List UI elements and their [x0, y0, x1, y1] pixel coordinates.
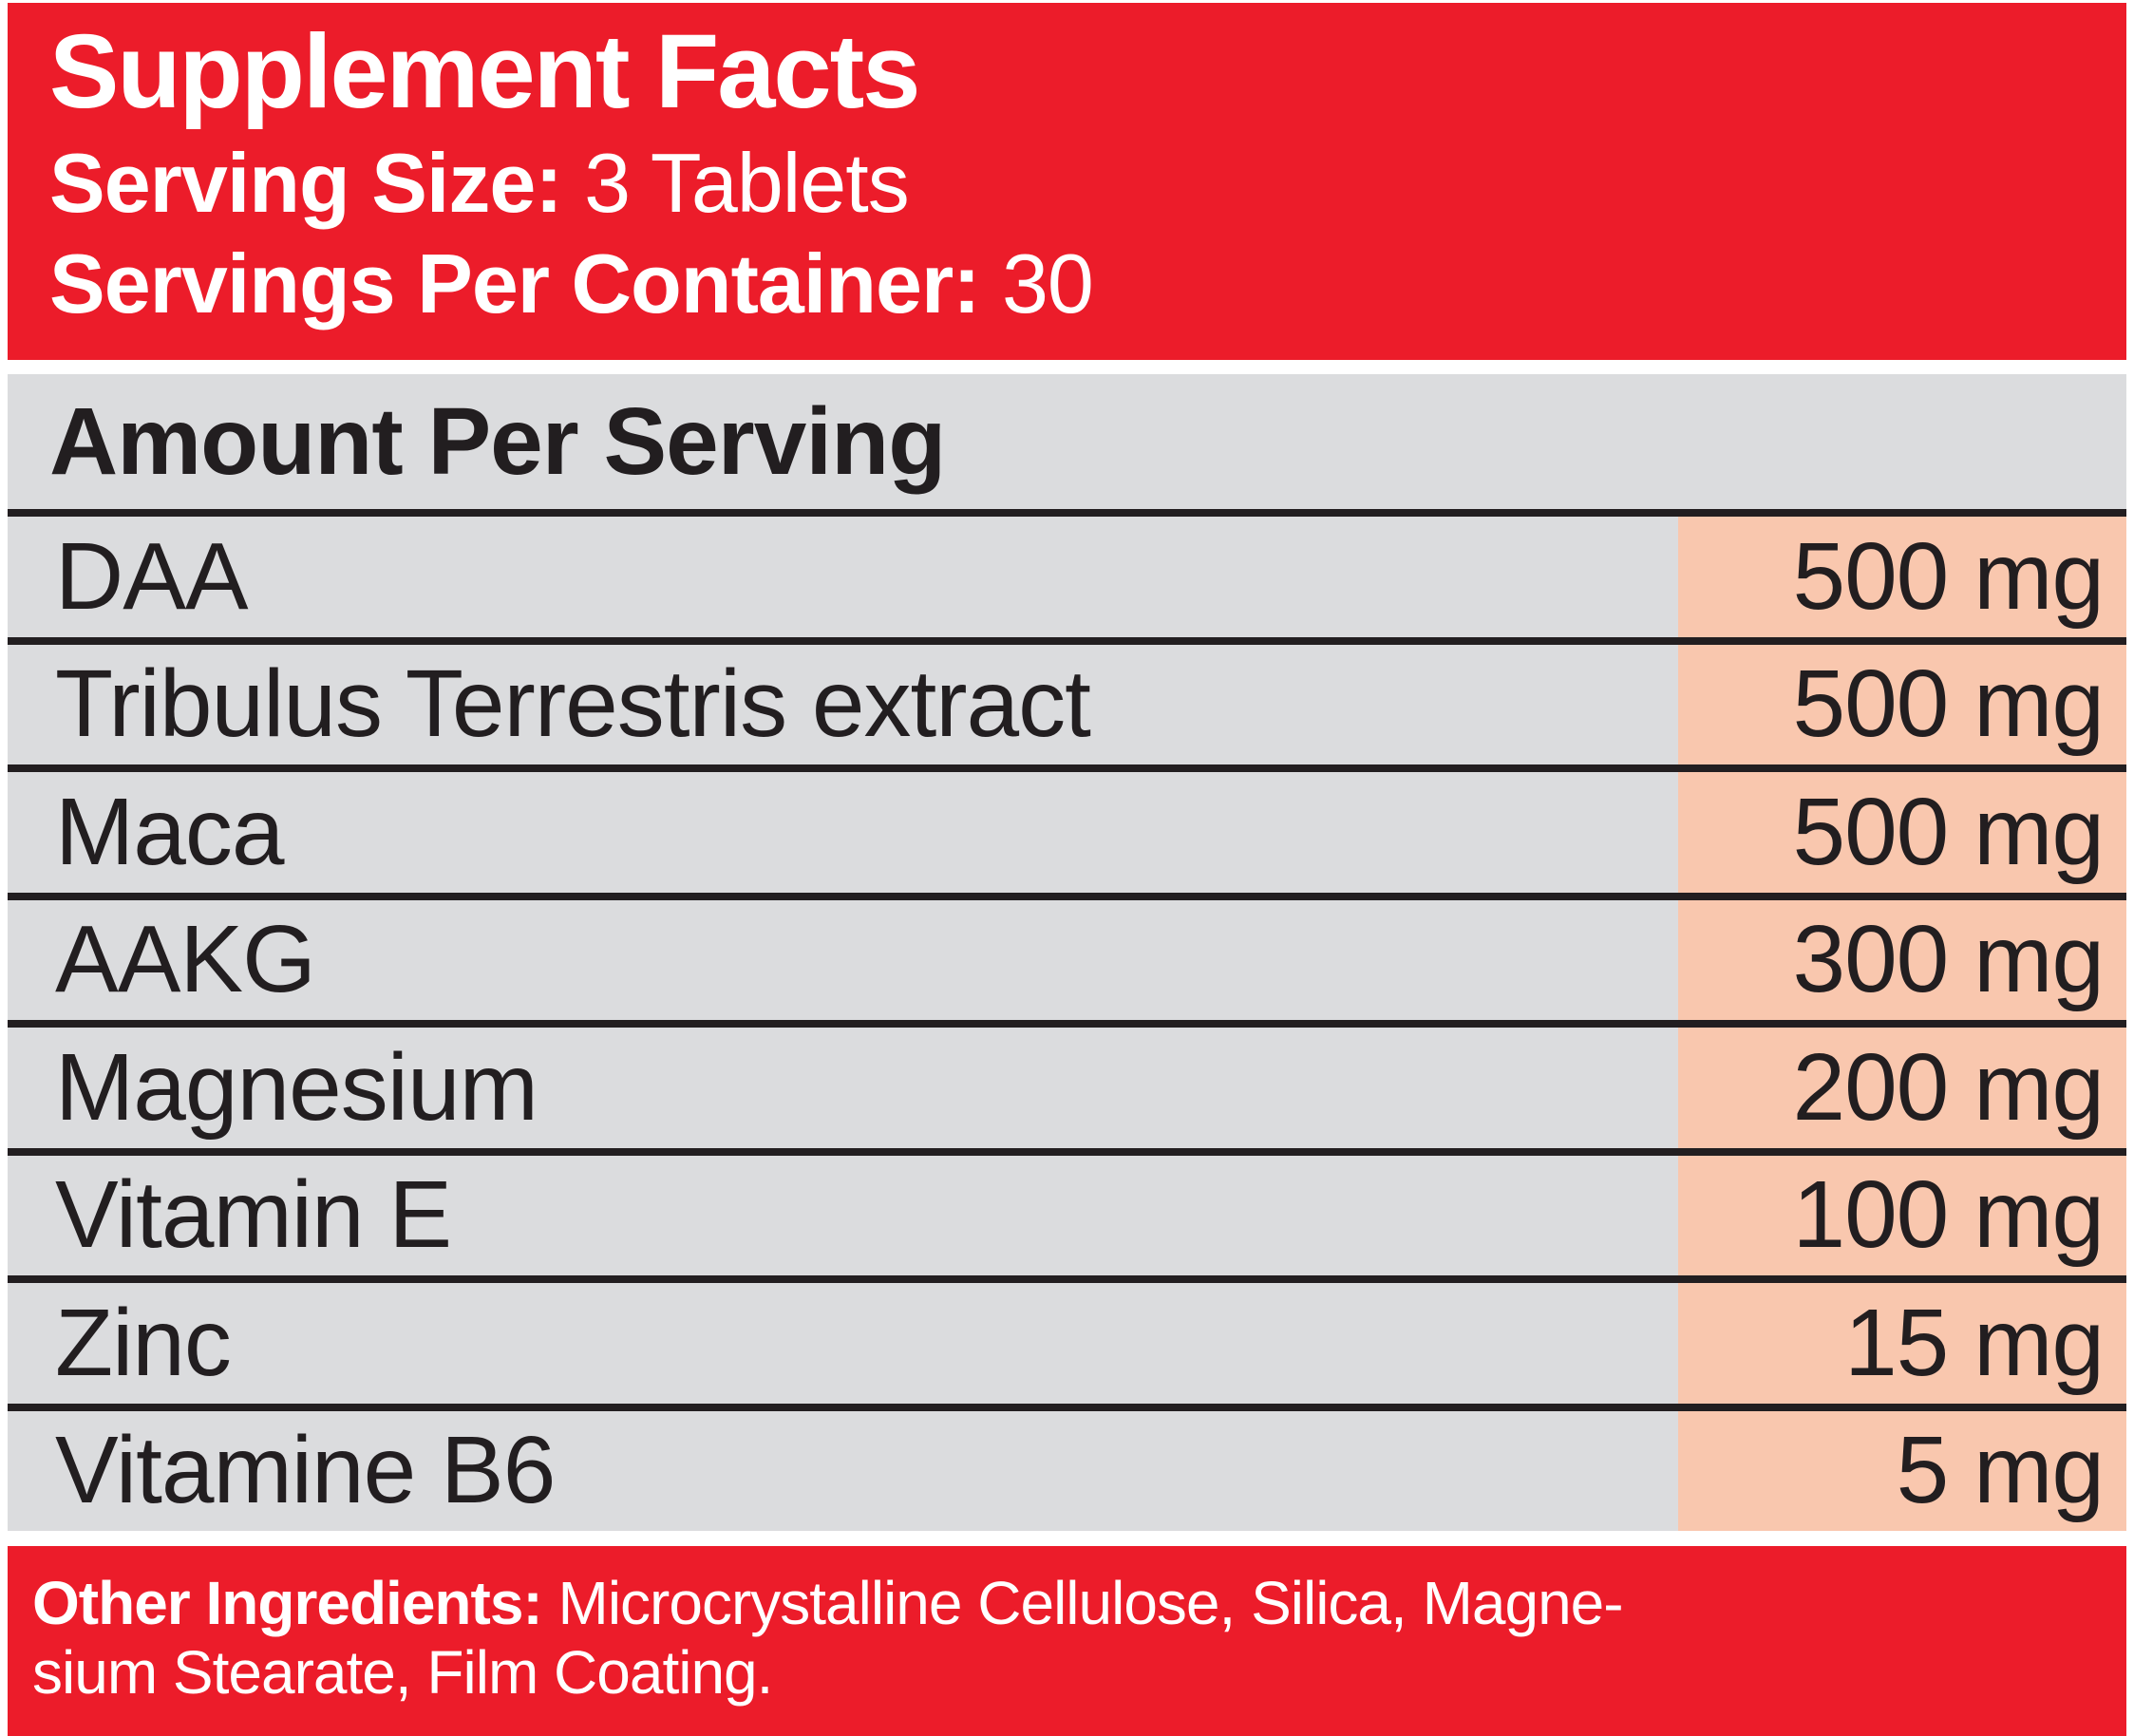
other-ingredients-line-1: Other Ingredients: Microcrystalline Cell…	[32, 1569, 2098, 1638]
ingredient-amount: 500 mg	[1678, 772, 2126, 893]
table-row: Tribulus Terrestris extract 500 mg	[8, 636, 2126, 764]
servings-per-container-label: Servings Per Container:	[49, 236, 981, 331]
table-row: Magnesium 200 mg	[8, 1020, 2126, 1148]
ingredient-name: Maca	[55, 778, 285, 885]
ingredient-amount: 500 mg	[1678, 517, 2126, 637]
table-row: DAA 500 mg	[8, 509, 2126, 637]
ingredient-amount: 5 mg	[1678, 1410, 2126, 1531]
label-title: Supplement Facts	[49, 13, 920, 130]
ingredient-rows: DAA 500 mg Tribulus Terrestris extract 5…	[8, 509, 2126, 1531]
ingredient-name: Vitamin E	[55, 1161, 452, 1269]
serving-size-line: Serving Size: 3 Tablets	[49, 135, 2126, 231]
facts-table: Amount Per Serving DAA 500 mg Tribulus T…	[8, 374, 2126, 1531]
servings-per-container-value: 30	[979, 236, 1094, 331]
table-row: Vitamin E 100 mg	[8, 1147, 2126, 1275]
ingredient-amount: 500 mg	[1678, 644, 2126, 764]
amount-per-serving-header: Amount Per Serving	[49, 387, 946, 495]
table-row: Zinc 15 mg	[8, 1275, 2126, 1404]
ingredient-amount: 15 mg	[1678, 1283, 2126, 1404]
serving-size-label: Serving Size:	[49, 135, 563, 230]
table-row: AAKG 300 mg	[8, 892, 2126, 1020]
label-header: Supplement Facts Serving Size: 3 Tablets…	[8, 3, 2126, 360]
ingredient-amount: 300 mg	[1678, 899, 2126, 1020]
other-ingredients-label: Other Ingredients:	[32, 1569, 543, 1637]
table-row: Maca 500 mg	[8, 764, 2126, 893]
ingredient-name: DAA	[55, 522, 249, 630]
ingredient-amount: 100 mg	[1678, 1155, 2126, 1275]
ingredient-name: AAKG	[55, 906, 316, 1013]
ingredient-name: Zinc	[55, 1289, 232, 1396]
ingredient-name: Tribulus Terrestris extract	[55, 651, 1091, 758]
ingredient-name: Vitamine B6	[55, 1417, 556, 1524]
other-ingredients-line-2: sium Stearate, Film Coating.	[32, 1637, 773, 1707]
table-row: Vitamine B6 5 mg	[8, 1403, 2126, 1531]
ingredient-amount: 200 mg	[1678, 1028, 2126, 1148]
servings-per-container-line: Servings Per Container: 30	[49, 237, 2126, 331]
other-ingredients-text-1: Microcrystalline Cellulose, Silica, Magn…	[541, 1569, 1624, 1637]
ingredient-name: Magnesium	[55, 1033, 538, 1141]
serving-size-value: 3 Tablets	[561, 135, 910, 230]
label-footer: Other Ingredients: Microcrystalline Cell…	[8, 1546, 2126, 1736]
